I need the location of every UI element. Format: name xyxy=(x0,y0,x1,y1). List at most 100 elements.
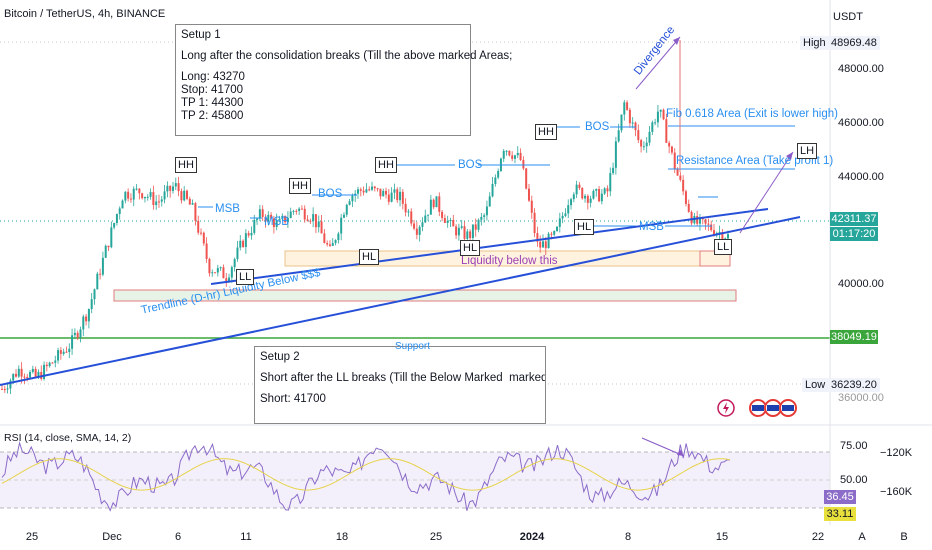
candle-body xyxy=(342,214,345,218)
candle-body xyxy=(485,206,488,216)
candle-body xyxy=(606,188,609,192)
liquidity-label: Liquidity below this xyxy=(461,255,558,267)
candle-body xyxy=(309,220,312,222)
rsi-tick-75: 75.00 xyxy=(840,440,868,452)
candle-body xyxy=(519,152,522,160)
candle-body xyxy=(205,243,208,259)
candle-body xyxy=(314,214,317,228)
candle-body xyxy=(659,109,662,112)
rsi-indicator-label[interactable]: RSI (14, close, SMA, 14, 2) xyxy=(4,432,132,444)
candle-body xyxy=(572,194,575,200)
candle-body xyxy=(152,192,155,206)
candle-body xyxy=(186,190,189,199)
candle-body xyxy=(539,241,542,248)
candle-body xyxy=(113,223,116,228)
candle-body xyxy=(620,114,623,131)
log-scale-button[interactable]: B xyxy=(900,531,908,543)
candle-body xyxy=(480,216,483,220)
candle-body xyxy=(253,219,256,233)
candle-body xyxy=(68,348,71,352)
candle-body xyxy=(183,190,186,201)
low-label: Low xyxy=(802,378,829,392)
candle-body xyxy=(250,232,253,236)
candle-body xyxy=(586,195,589,203)
candle-body xyxy=(169,185,172,191)
rsi-ma-badge: 33.11 xyxy=(824,507,856,521)
candle-body xyxy=(474,224,477,230)
candle-body xyxy=(670,146,673,153)
candle-body xyxy=(541,241,544,248)
candle-body xyxy=(180,191,183,201)
candle-body xyxy=(132,188,135,200)
price-tick-48000: 48000.00 xyxy=(838,63,884,75)
hl-tag-1: HL xyxy=(359,249,380,265)
candle-body xyxy=(93,289,96,300)
candle-body xyxy=(160,199,163,202)
candle-body xyxy=(505,150,508,152)
candle-body xyxy=(508,150,511,156)
candle-body xyxy=(289,211,292,218)
candle-body xyxy=(26,377,29,379)
ll-tag-1: LL xyxy=(236,269,255,285)
candle-body xyxy=(34,368,37,377)
candle-body xyxy=(727,234,729,239)
x-label-dec: Dec xyxy=(102,531,122,543)
candle-body xyxy=(544,241,547,249)
candle-body xyxy=(99,273,102,275)
us-events-icon[interactable] xyxy=(748,398,798,418)
lightning-icon[interactable] xyxy=(716,398,736,418)
rsi-tick-50: 50.00 xyxy=(840,474,868,486)
candle-body xyxy=(488,196,491,207)
candle-body xyxy=(443,217,446,223)
hh-tag-1: HH xyxy=(175,157,197,173)
candle-body xyxy=(82,316,85,330)
candle-body xyxy=(171,186,174,191)
symbol-title[interactable]: Bitcoin / TetherUS, 4h, BINANCE xyxy=(4,8,166,20)
candle-body xyxy=(567,205,570,214)
candle-body xyxy=(645,142,648,147)
bos-label-3: BOS xyxy=(585,121,610,133)
setup2-title: Setup 2 xyxy=(260,351,300,363)
candle-body xyxy=(149,192,152,197)
volume-tick-120k: −120K xyxy=(880,447,913,459)
resistance-label: Resistance Area (Take profit 1) xyxy=(676,155,834,167)
candle-body xyxy=(163,191,166,200)
candle-body xyxy=(427,214,430,216)
candle-body xyxy=(466,231,469,239)
candle-body xyxy=(194,203,197,221)
candle-body xyxy=(696,215,699,224)
candle-body xyxy=(712,230,715,236)
candle-body xyxy=(73,332,76,336)
candle-body xyxy=(121,200,124,209)
setup1-tp1: TP 1: 44300 xyxy=(181,97,244,109)
candle-body xyxy=(6,388,9,390)
candle-body xyxy=(261,209,264,217)
candle-body xyxy=(415,228,418,235)
candle-body xyxy=(477,219,480,230)
price-tick-44000: 44000.00 xyxy=(838,171,884,183)
auto-scale-button[interactable]: A xyxy=(858,531,866,543)
setup2-desc: Short after the LL breaks (Till the Belo… xyxy=(260,372,546,384)
candle-body xyxy=(413,223,416,229)
msb-label-2: MSB xyxy=(264,216,289,228)
candle-body xyxy=(407,211,410,213)
x-label-2024: 2024 xyxy=(519,531,545,543)
candle-body xyxy=(110,227,113,248)
candle-body xyxy=(87,309,90,322)
candle-body xyxy=(404,203,407,213)
x-label-18: 18 xyxy=(335,531,349,543)
candle-body xyxy=(598,188,601,202)
candle-body xyxy=(345,204,348,215)
candle-body xyxy=(264,216,267,222)
candle-body xyxy=(20,368,23,377)
candle-body xyxy=(9,380,12,389)
candle-body xyxy=(614,141,617,168)
support-label: Support xyxy=(395,341,431,352)
setup1-note[interactable]: Setup 1 Long after the consolidation brea… xyxy=(175,24,512,136)
candle-body xyxy=(57,350,60,361)
candle-body xyxy=(300,208,303,210)
price-tick-46000: 46000.00 xyxy=(838,117,884,129)
setup2-note[interactable]: Setup 2 Short after the LL breaks (Till t… xyxy=(254,346,546,424)
x-label-22: 22 xyxy=(811,531,825,543)
